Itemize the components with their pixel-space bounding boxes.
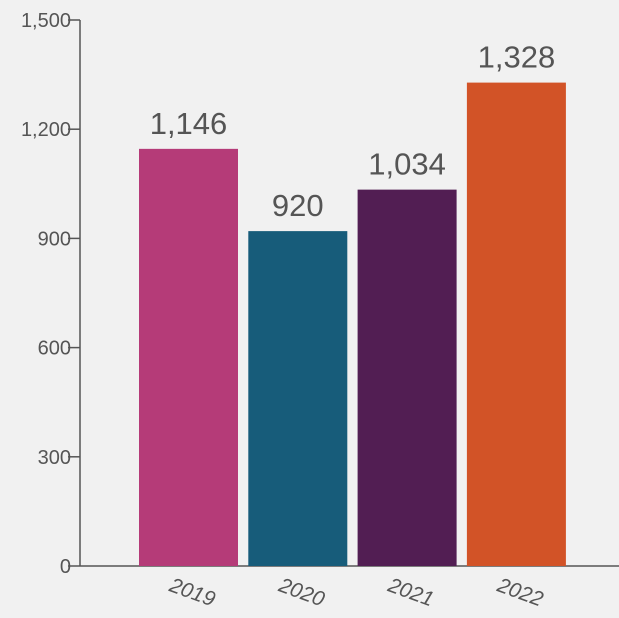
bar-2021 [357,189,457,566]
data-label-2020: 920 [272,188,324,223]
data-labels-group: 1,146 920 1,034 1,328 [150,40,555,224]
y-tick-label: 900 [38,228,71,250]
data-label-2022: 1,328 [478,40,556,75]
bars-group [139,82,566,566]
bar-2020 [248,231,348,566]
y-tick-label: 1,200 [21,119,71,141]
bar-2022 [466,82,566,566]
data-label-2021: 1,034 [368,147,446,182]
y-tick-label: 600 [38,338,71,360]
y-tick-label: 0 [60,556,71,578]
bar-2019 [139,148,238,566]
y-tick-label: 300 [38,447,71,469]
y-axis-ticks: 0 300 600 900 1,200 1,500 [21,10,80,578]
y-tick-label: 1,500 [21,10,71,32]
data-label-2019: 1,146 [150,106,228,141]
